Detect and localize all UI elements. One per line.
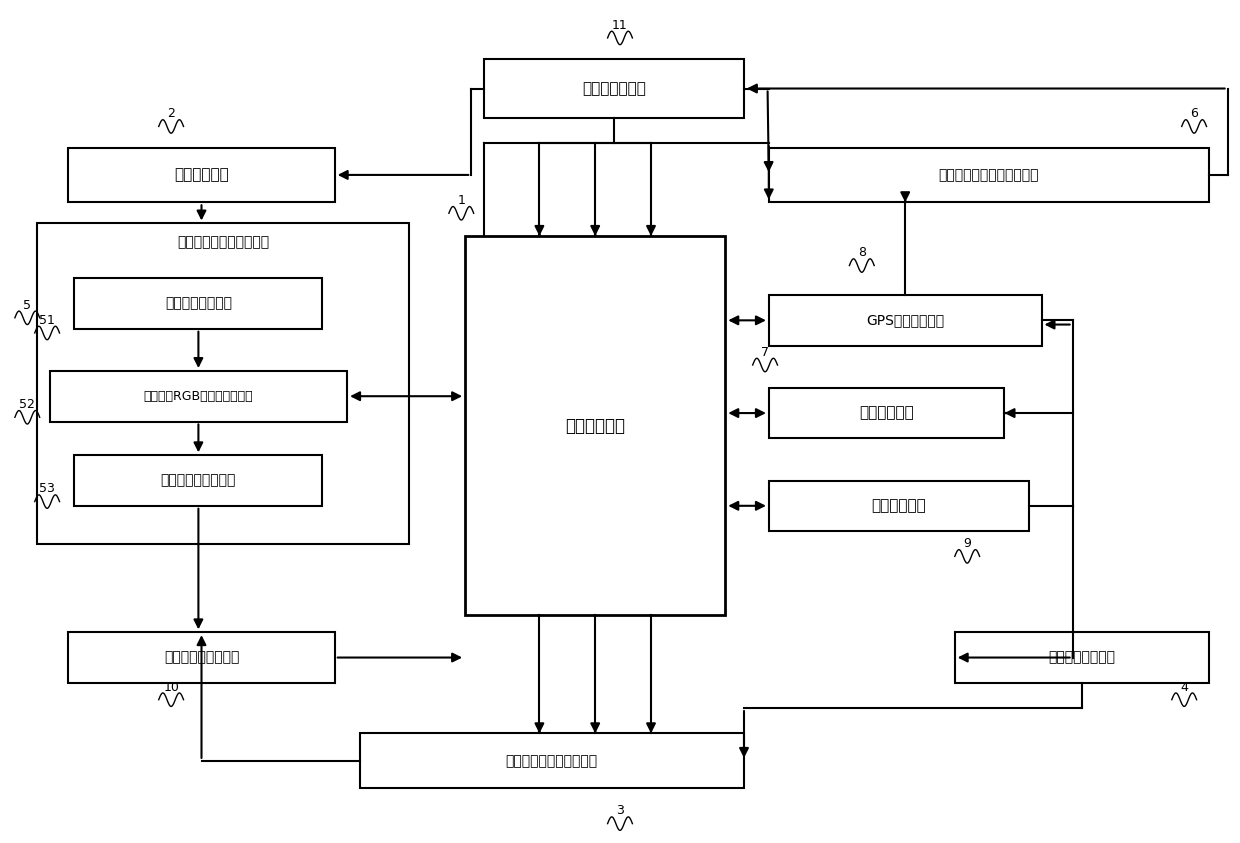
Text: 6: 6 xyxy=(1190,107,1198,121)
Text: 特征点分组识别模块: 特征点分组识别模块 xyxy=(161,474,236,487)
Text: 联网算法数据库: 联网算法数据库 xyxy=(582,81,646,96)
Text: 图像采集组件: 图像采集组件 xyxy=(174,168,229,182)
FancyBboxPatch shape xyxy=(769,388,1004,438)
Text: GPS卫星定位模块: GPS卫星定位模块 xyxy=(866,314,945,327)
FancyBboxPatch shape xyxy=(68,632,335,683)
FancyBboxPatch shape xyxy=(74,455,322,506)
FancyBboxPatch shape xyxy=(50,371,347,422)
FancyBboxPatch shape xyxy=(68,148,335,202)
Text: 惯性导航模块: 惯性导航模块 xyxy=(872,498,926,513)
Text: 1: 1 xyxy=(458,194,465,207)
Text: 目标特征点提取处理单元: 目标特征点提取处理单元 xyxy=(177,235,269,249)
Text: 11: 11 xyxy=(613,19,627,32)
Text: 4: 4 xyxy=(1180,680,1188,694)
Text: 避障决策单元: 避障决策单元 xyxy=(859,405,914,421)
FancyBboxPatch shape xyxy=(484,59,744,118)
FancyBboxPatch shape xyxy=(769,295,1042,346)
Text: 中央处理模块: 中央处理模块 xyxy=(565,416,625,435)
FancyBboxPatch shape xyxy=(955,632,1209,683)
Text: 51: 51 xyxy=(40,314,55,327)
FancyBboxPatch shape xyxy=(769,481,1029,531)
Text: 连续图像采集对比分析单元: 连续图像采集对比分析单元 xyxy=(939,168,1039,182)
Text: 8: 8 xyxy=(858,246,866,260)
FancyBboxPatch shape xyxy=(769,148,1209,202)
Text: 5: 5 xyxy=(24,298,31,312)
Text: 障碍物特征识别模块: 障碍物特征识别模块 xyxy=(164,651,239,664)
Text: 3: 3 xyxy=(616,804,624,818)
Text: 油门控制阀息火控制组件: 油门控制阀息火控制组件 xyxy=(506,754,598,768)
Text: 图像亮度增强模块: 图像亮度增强模块 xyxy=(165,297,232,310)
Text: 电动刹车控制组件: 电动刹车控制组件 xyxy=(1048,651,1116,664)
Text: 52: 52 xyxy=(20,398,35,411)
FancyBboxPatch shape xyxy=(37,223,409,544)
Text: 图像像素RGB灰度值提取模块: 图像像素RGB灰度值提取模块 xyxy=(144,389,253,403)
Text: 53: 53 xyxy=(40,482,55,496)
Text: 10: 10 xyxy=(164,680,179,694)
FancyBboxPatch shape xyxy=(465,236,725,615)
FancyBboxPatch shape xyxy=(360,733,744,788)
Text: 7: 7 xyxy=(761,346,769,359)
FancyBboxPatch shape xyxy=(74,278,322,329)
Text: 2: 2 xyxy=(167,107,175,121)
Text: 9: 9 xyxy=(963,537,971,550)
